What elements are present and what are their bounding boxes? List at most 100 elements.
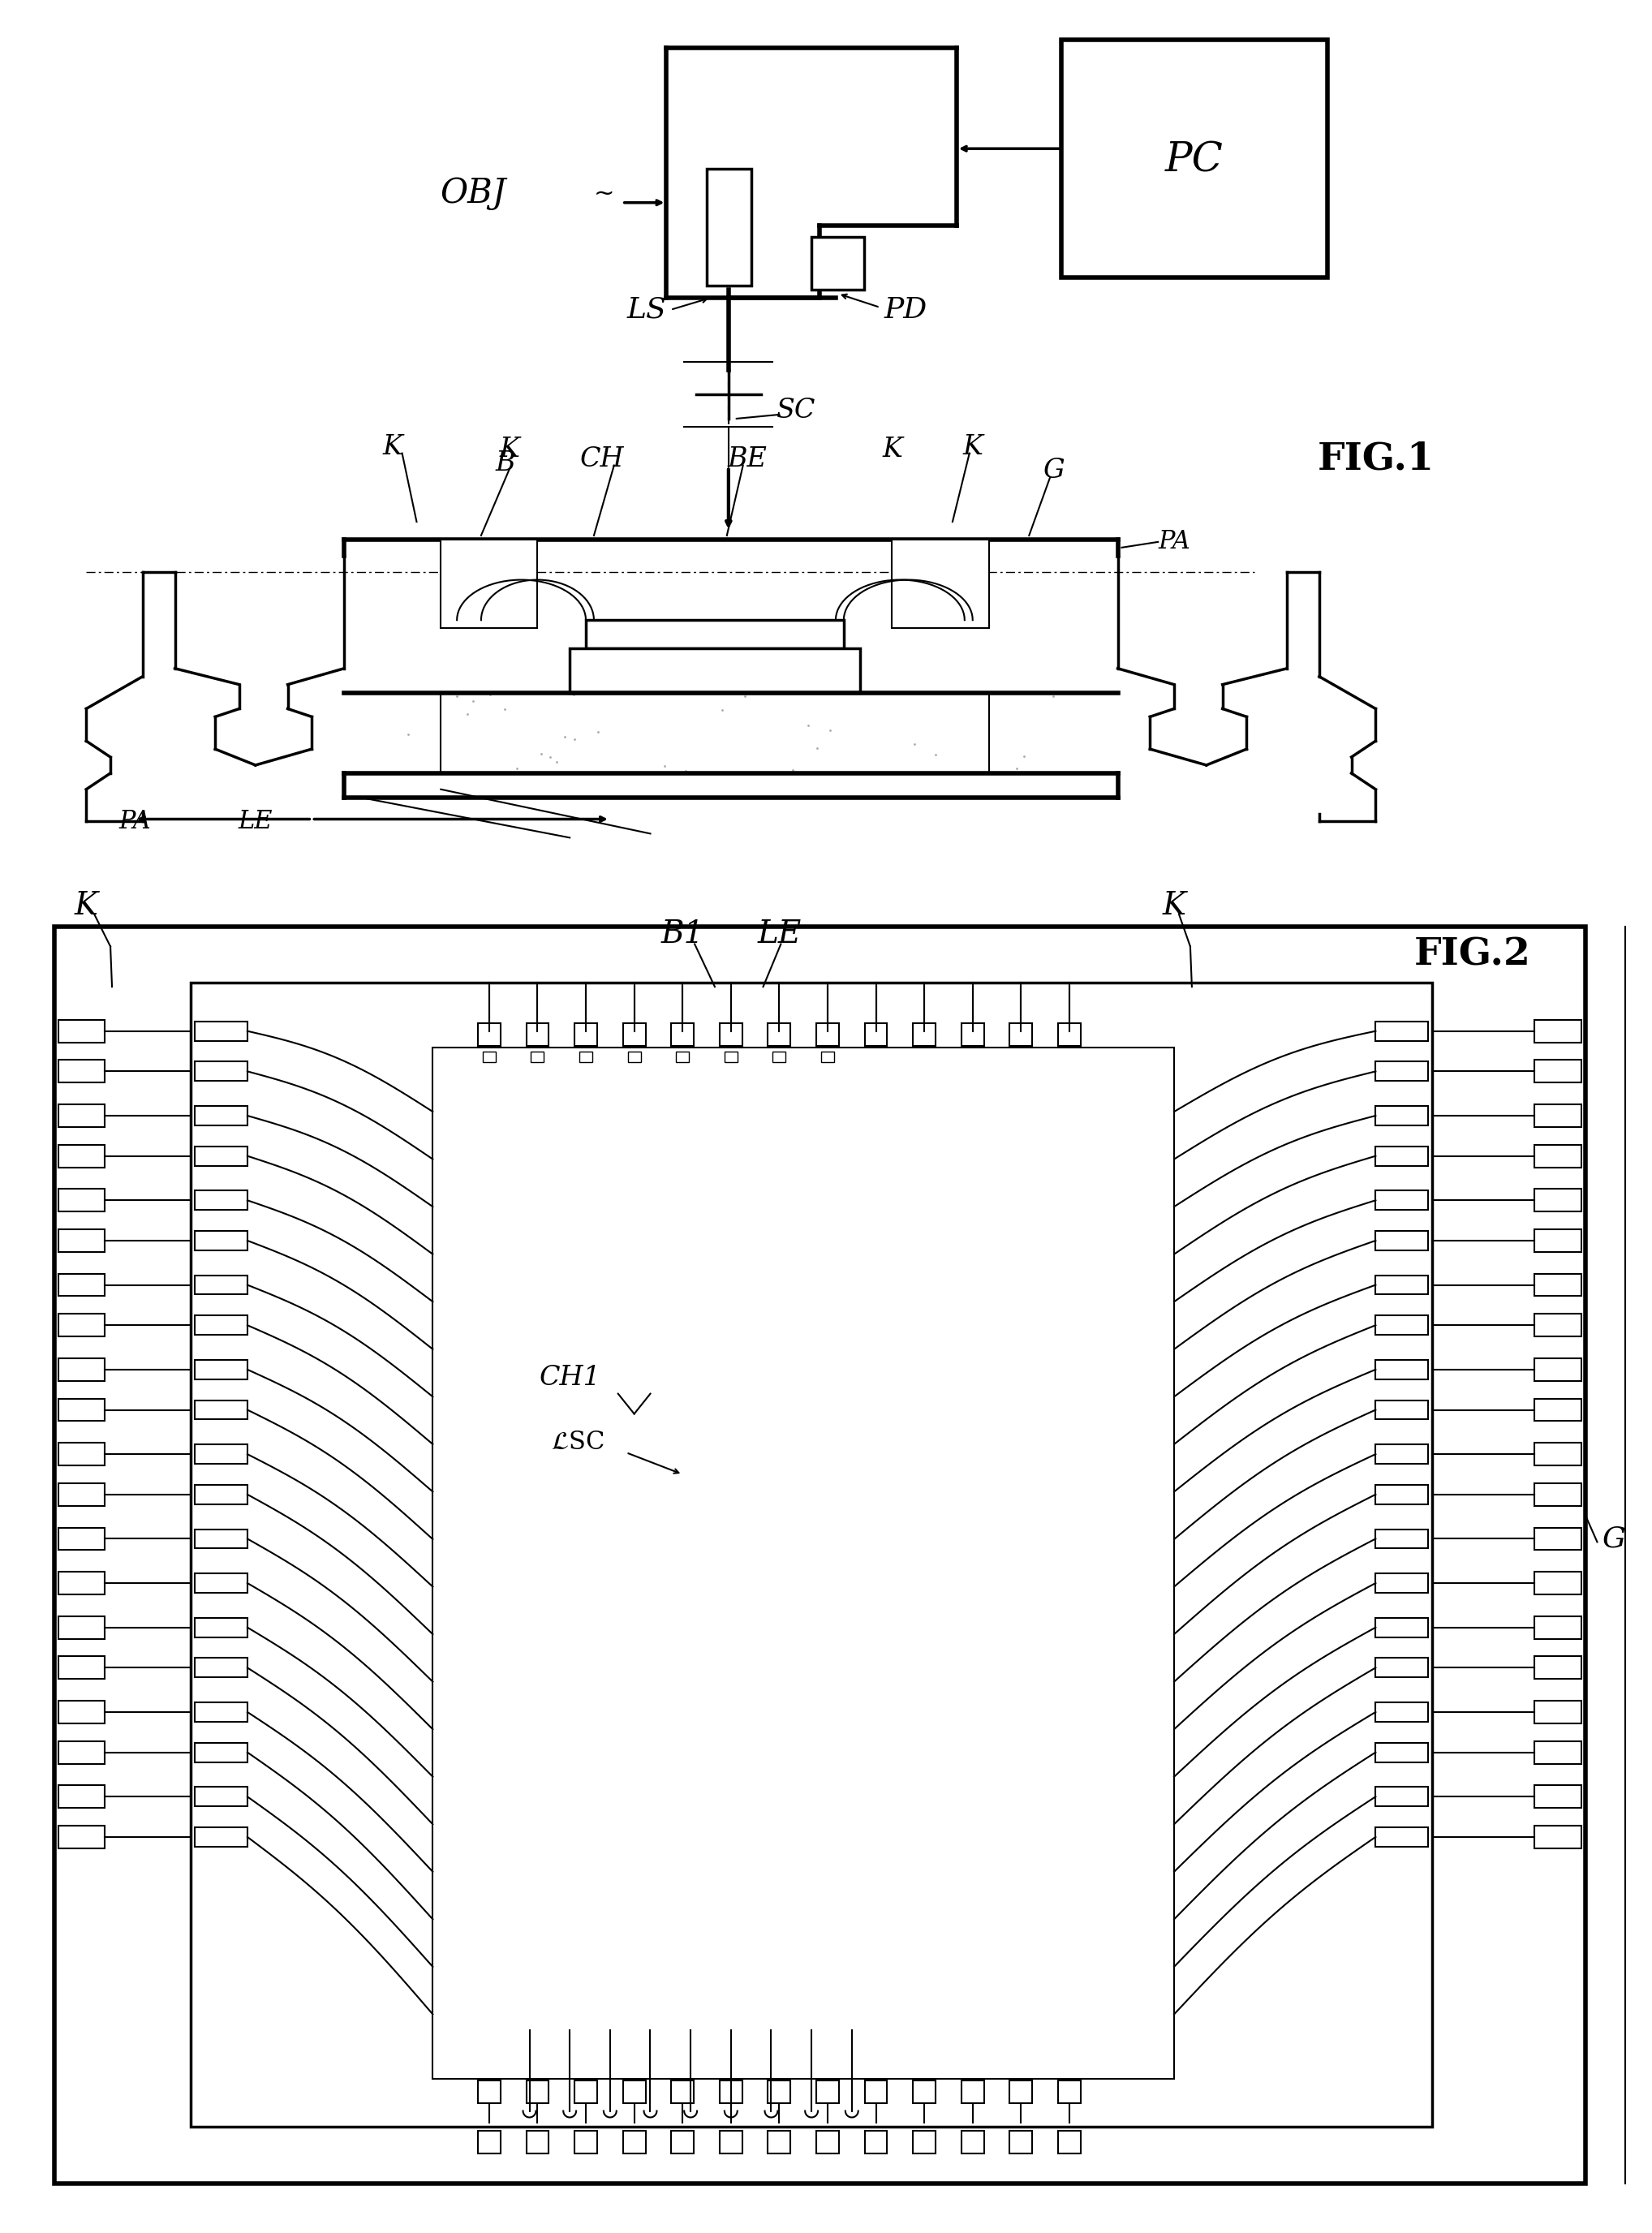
- Bar: [864, 1023, 887, 1045]
- Bar: [1376, 1659, 1427, 1677]
- Bar: [623, 2081, 646, 2103]
- Bar: [58, 1020, 104, 1043]
- Text: LE: LE: [238, 808, 273, 835]
- Bar: [477, 1023, 501, 1045]
- Bar: [864, 2130, 887, 2153]
- Bar: [195, 1445, 248, 1465]
- Bar: [1535, 1105, 1581, 1128]
- Bar: [58, 1786, 104, 1809]
- Bar: [1376, 1275, 1427, 1295]
- Bar: [1376, 1530, 1427, 1547]
- Bar: [195, 1786, 248, 1806]
- Bar: [773, 1052, 786, 1063]
- Bar: [477, 2081, 501, 2103]
- Bar: [58, 1273, 104, 1295]
- Bar: [1376, 1574, 1427, 1592]
- Bar: [1376, 1315, 1427, 1335]
- Text: PA: PA: [1158, 529, 1189, 554]
- Bar: [58, 1742, 104, 1764]
- Text: B1: B1: [661, 920, 704, 949]
- Bar: [1535, 1398, 1581, 1420]
- Bar: [58, 1188, 104, 1213]
- Bar: [195, 1617, 248, 1637]
- Bar: [1535, 1742, 1581, 1764]
- Bar: [58, 1313, 104, 1338]
- Bar: [441, 540, 537, 627]
- Bar: [530, 1052, 544, 1063]
- Text: BE: BE: [727, 447, 767, 471]
- Bar: [195, 1360, 248, 1380]
- Bar: [1376, 1360, 1427, 1380]
- Bar: [1009, 1023, 1032, 1045]
- Bar: [628, 1052, 641, 1063]
- Bar: [671, 2130, 694, 2153]
- Bar: [816, 2130, 839, 2153]
- Bar: [720, 1023, 742, 1045]
- Bar: [1376, 1742, 1427, 1762]
- Bar: [1535, 1617, 1581, 1639]
- Bar: [1535, 1827, 1581, 1849]
- Bar: [768, 2081, 791, 2103]
- Bar: [961, 2081, 985, 2103]
- Text: PA: PA: [119, 808, 150, 835]
- Bar: [195, 1702, 248, 1722]
- Bar: [580, 1052, 593, 1063]
- Bar: [768, 2130, 791, 2153]
- Bar: [1376, 1190, 1427, 1210]
- Bar: [1376, 1400, 1427, 1420]
- Bar: [707, 170, 752, 286]
- Text: FIG.2: FIG.2: [1414, 936, 1531, 974]
- Bar: [725, 1052, 737, 1063]
- Bar: [768, 1023, 791, 1045]
- Text: K: K: [963, 433, 983, 460]
- Bar: [1376, 1617, 1427, 1637]
- Bar: [1535, 1358, 1581, 1380]
- Bar: [1376, 1061, 1427, 1081]
- Bar: [1535, 1572, 1581, 1594]
- Bar: [527, 1023, 548, 1045]
- Text: K: K: [499, 435, 519, 462]
- Bar: [58, 1146, 104, 1168]
- Bar: [195, 1061, 248, 1081]
- Bar: [195, 1146, 248, 1166]
- Bar: [527, 2130, 548, 2153]
- Bar: [195, 1530, 248, 1547]
- Bar: [58, 1527, 104, 1550]
- Bar: [1535, 1061, 1581, 1083]
- Bar: [1376, 1786, 1427, 1806]
- Bar: [58, 1105, 104, 1128]
- Bar: [1535, 1702, 1581, 1724]
- Bar: [1376, 1230, 1427, 1250]
- Bar: [195, 1742, 248, 1762]
- Bar: [1057, 2081, 1080, 2103]
- Text: K: K: [382, 433, 403, 460]
- Bar: [1376, 1105, 1427, 1125]
- Bar: [1009, 2081, 1032, 2103]
- Bar: [1376, 1485, 1427, 1505]
- Text: PD: PD: [884, 297, 927, 324]
- Text: FIG.1: FIG.1: [1317, 440, 1434, 478]
- Bar: [195, 1020, 248, 1041]
- Text: CH: CH: [580, 447, 624, 471]
- Bar: [195, 1105, 248, 1125]
- Bar: [195, 1400, 248, 1420]
- Text: K: K: [1163, 891, 1186, 922]
- Bar: [58, 1398, 104, 1420]
- Bar: [195, 1574, 248, 1592]
- Bar: [195, 1827, 248, 1847]
- Bar: [482, 1052, 496, 1063]
- Bar: [914, 2081, 935, 2103]
- Text: ~: ~: [595, 183, 615, 205]
- Bar: [58, 1657, 104, 1679]
- Bar: [433, 1047, 1175, 2079]
- Bar: [623, 2130, 646, 2153]
- Text: $\mathcal{L}$SC: $\mathcal{L}$SC: [552, 1429, 605, 1454]
- Bar: [195, 1485, 248, 1505]
- Bar: [586, 621, 844, 648]
- Bar: [575, 2130, 596, 2153]
- Bar: [961, 1023, 985, 1045]
- Bar: [864, 2081, 887, 2103]
- Bar: [55, 927, 1586, 2184]
- Bar: [58, 1443, 104, 1465]
- Bar: [623, 1023, 646, 1045]
